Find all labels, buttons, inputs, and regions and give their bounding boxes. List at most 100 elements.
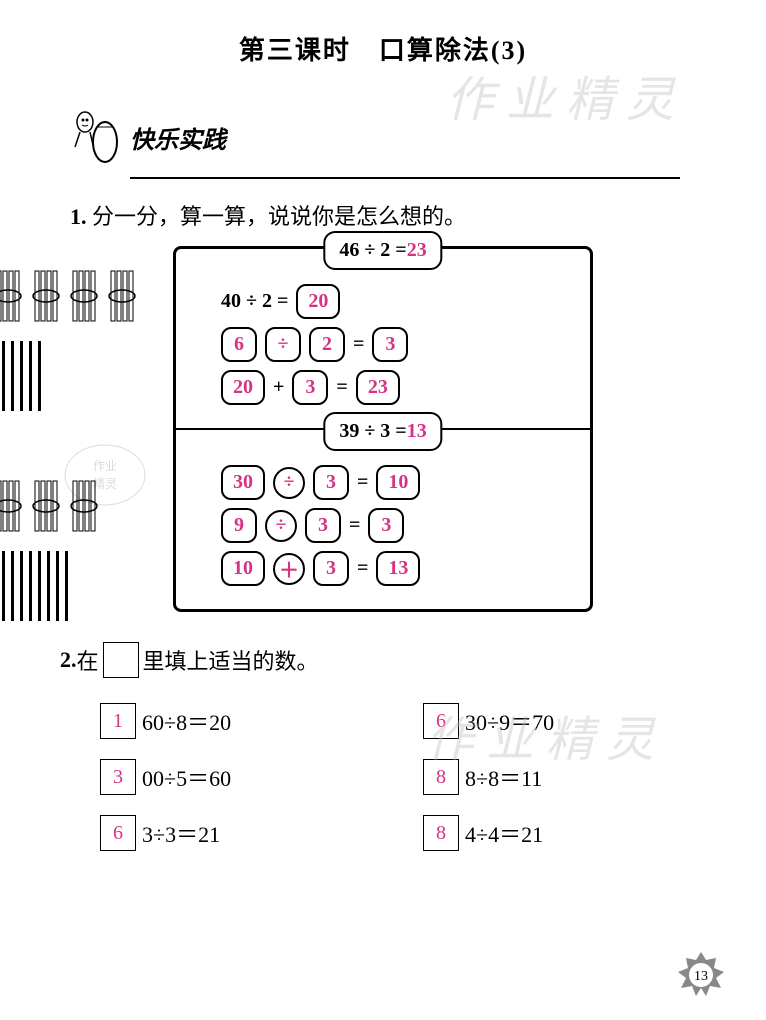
question-1: 1. 分一分，算一算，说说你是怎么想的。 bbox=[70, 199, 706, 231]
answer-item: 6 3÷3＝21 bbox=[100, 815, 383, 851]
answer-eq: 4÷4＝21 bbox=[465, 817, 543, 849]
answer-box: 3 bbox=[100, 759, 136, 795]
stick-icon bbox=[56, 551, 59, 621]
answer-item: 1 60÷8＝20 bbox=[100, 703, 383, 739]
bundle-icon bbox=[31, 476, 61, 536]
panel2-row2-c: 3 bbox=[368, 508, 404, 543]
panel2-row3: 10 ＋ 3 = 13 bbox=[221, 551, 575, 586]
bundle-icon bbox=[69, 476, 99, 536]
stick-icon bbox=[2, 551, 5, 621]
panel1-eq-ans: 23 bbox=[407, 239, 427, 262]
panel2-row1-b: 3 bbox=[313, 465, 349, 500]
stick-icon bbox=[47, 551, 50, 621]
panel1-sub1-lhs: 40 ÷ 2 = bbox=[221, 290, 288, 313]
answer-eq: 30÷9＝70 bbox=[465, 705, 554, 737]
answer-eq: 60÷8＝20 bbox=[142, 705, 231, 737]
section-underline bbox=[130, 177, 680, 179]
eq-sign: = bbox=[349, 514, 360, 537]
stick-icon bbox=[38, 341, 41, 411]
bundle-icon bbox=[107, 266, 137, 326]
panel2-row2: 9 ÷ 3 = 3 bbox=[221, 508, 575, 543]
question-2: 2. 在 里填上适当的数。 bbox=[60, 642, 706, 678]
panel-1: 46 ÷ 2 = 23 40 ÷ 2 = 20 6 ÷ 2 = 3 20 + 3 bbox=[176, 249, 590, 428]
stick-icon bbox=[11, 341, 14, 411]
stick-icon bbox=[20, 551, 23, 621]
panel1-row3-op: + bbox=[273, 376, 284, 399]
answers-grid: 1 60÷8＝20 6 30÷9＝70 3 00÷5＝60 8 8÷8＝11 6… bbox=[100, 703, 706, 851]
panel2-eq-ans: 13 bbox=[407, 420, 427, 443]
section-title: 快乐实践 bbox=[130, 120, 226, 155]
page-title: 第三课时 口算除法(3) bbox=[60, 30, 706, 67]
answer-box: 6 bbox=[100, 815, 136, 851]
panel2-header-eq: 39 ÷ 3 = 13 bbox=[323, 412, 442, 451]
answer-item: 3 00÷5＝60 bbox=[100, 759, 383, 795]
bundle-icon bbox=[0, 476, 23, 536]
panel1-header-eq: 46 ÷ 2 = 23 bbox=[323, 231, 442, 270]
stick-icon bbox=[38, 551, 41, 621]
panel1-sub1: 40 ÷ 2 = 20 bbox=[221, 284, 575, 319]
svg-text:13: 13 bbox=[694, 969, 708, 984]
blank-box-icon bbox=[103, 642, 139, 678]
answer-box: 1 bbox=[100, 703, 136, 739]
stick-icon bbox=[29, 551, 32, 621]
sticks-panel-2 bbox=[0, 476, 99, 621]
panel2-row1-c: 10 bbox=[376, 465, 420, 500]
bundle-icon bbox=[69, 266, 99, 326]
bundle-icon bbox=[31, 266, 61, 326]
stick-icon bbox=[2, 341, 5, 411]
panel2-row3-op: ＋ bbox=[273, 553, 305, 585]
mascot-icon bbox=[60, 107, 120, 167]
bundle-icon bbox=[0, 266, 23, 326]
answer-item: 8 8÷8＝11 bbox=[423, 759, 706, 795]
answer-box: 8 bbox=[423, 815, 459, 851]
panel2-row2-b: 3 bbox=[305, 508, 341, 543]
eq-sign: = bbox=[336, 376, 347, 399]
diagram-container: 46 ÷ 2 = 23 40 ÷ 2 = 20 6 ÷ 2 = 3 20 + 3 bbox=[60, 246, 706, 612]
answer-box: 6 bbox=[423, 703, 459, 739]
stick-icon bbox=[29, 341, 32, 411]
svg-text:作业: 作业 bbox=[93, 459, 117, 473]
q2-post: 里填上适当的数。 bbox=[143, 644, 319, 676]
diagram-frame: 46 ÷ 2 = 23 40 ÷ 2 = 20 6 ÷ 2 = 3 20 + 3 bbox=[173, 246, 593, 612]
panel2-row1-op: ÷ bbox=[273, 467, 305, 499]
stick-icon bbox=[65, 551, 68, 621]
panel1-sub1-ans: 20 bbox=[296, 284, 340, 319]
panel2-row3-c: 13 bbox=[376, 551, 420, 586]
panel1-eq-lhs: 46 ÷ 2 = bbox=[339, 239, 406, 262]
panel2-row2-op: ÷ bbox=[265, 510, 297, 542]
panel1-row3-a: 20 bbox=[221, 370, 265, 405]
panel2-row3-a: 10 bbox=[221, 551, 265, 586]
panel1-row3-c: 23 bbox=[356, 370, 400, 405]
answer-item: 8 4÷4＝21 bbox=[423, 815, 706, 851]
eq-sign: = bbox=[357, 557, 368, 580]
section-header: 快乐实践 bbox=[60, 107, 706, 167]
panel-2: 3 9 ÷ 3 = 13 30 ÷ 3 = 10 9 ÷ 3 = 3 10 bbox=[176, 430, 590, 609]
panel1-row2-c: 3 bbox=[372, 327, 408, 362]
stick-icon bbox=[11, 551, 14, 621]
q1-num: 1. bbox=[70, 204, 87, 229]
answer-eq: 00÷5＝60 bbox=[142, 761, 231, 793]
sticks-panel-1 bbox=[0, 266, 137, 411]
panel2-eq-lhs: 39 ÷ 3 = bbox=[339, 420, 406, 443]
answer-eq: 3÷3＝21 bbox=[142, 817, 220, 849]
panel1-row2-op: ÷ bbox=[265, 327, 301, 362]
panel1-row2-a: 6 bbox=[221, 327, 257, 362]
panel2-row3-b: 3 bbox=[313, 551, 349, 586]
page-number-badge: 13 bbox=[676, 950, 726, 1000]
eq-sign: = bbox=[353, 333, 364, 356]
panel2-row1: 30 ÷ 3 = 10 bbox=[221, 465, 575, 500]
q2-num: 2. bbox=[60, 647, 77, 673]
answer-item: 6 30÷9＝70 bbox=[423, 703, 706, 739]
panel2-row1-a: 30 bbox=[221, 465, 265, 500]
stick-icon bbox=[20, 341, 23, 411]
panel1-row3: 20 + 3 = 23 bbox=[221, 370, 575, 405]
eq-sign: = bbox=[357, 471, 368, 494]
panel1-row2: 6 ÷ 2 = 3 bbox=[221, 327, 575, 362]
q1-text: 分一分，算一算，说说你是怎么想的。 bbox=[87, 204, 467, 229]
panel2-row2-a: 9 bbox=[221, 508, 257, 543]
answer-eq: 8÷8＝11 bbox=[465, 761, 542, 793]
q2-pre: 在 bbox=[77, 644, 99, 676]
panel1-row3-b: 3 bbox=[292, 370, 328, 405]
panel1-row2-b: 2 bbox=[309, 327, 345, 362]
answer-box: 8 bbox=[423, 759, 459, 795]
